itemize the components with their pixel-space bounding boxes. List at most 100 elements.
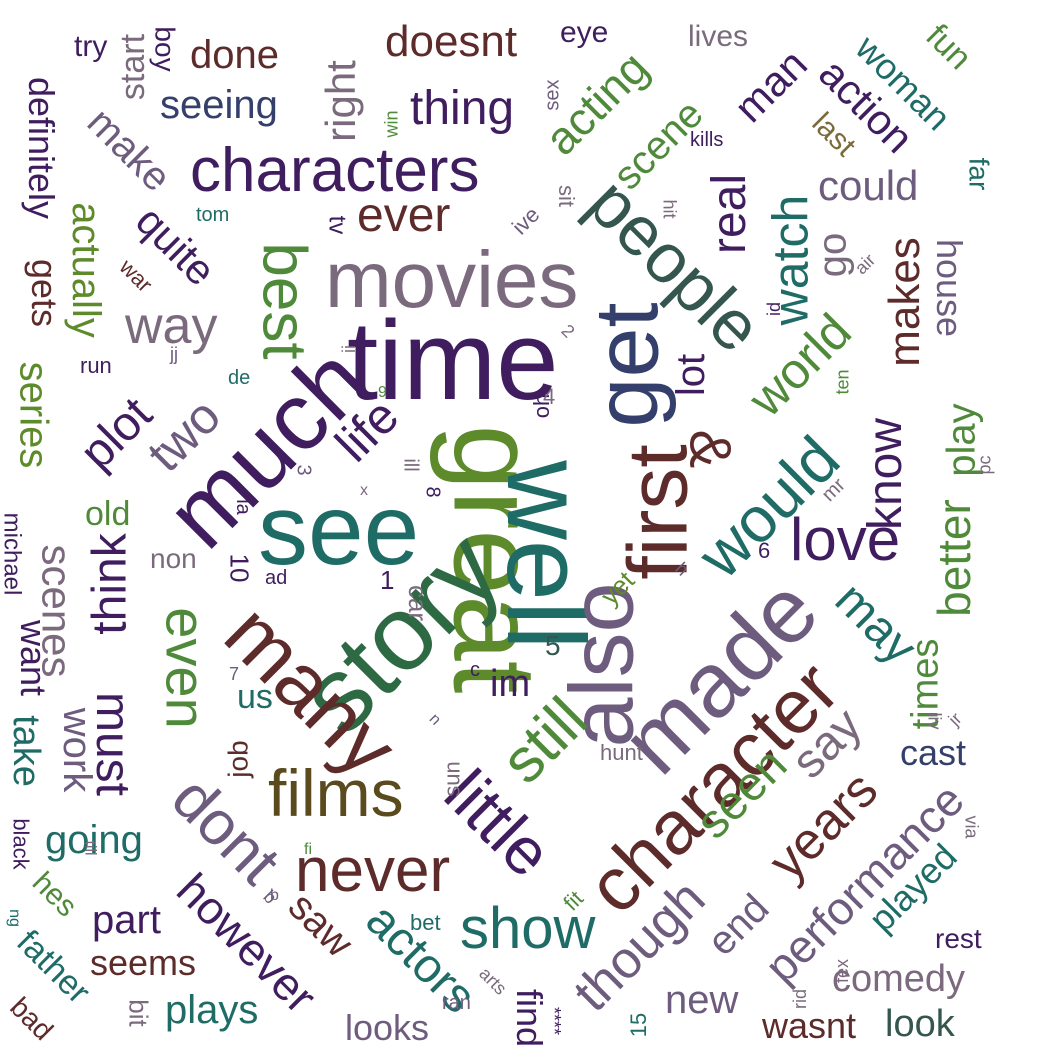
word: doesnt xyxy=(385,20,517,64)
word: gets xyxy=(26,259,62,327)
word: air xyxy=(852,251,879,278)
word: ng xyxy=(6,909,22,927)
word: could xyxy=(818,165,918,207)
word: bet xyxy=(410,912,441,934)
word: better xyxy=(931,499,977,617)
word: try xyxy=(74,32,107,62)
word: ad xyxy=(265,568,287,588)
word: want xyxy=(15,620,51,696)
word: liv xyxy=(926,713,944,730)
word: ive xyxy=(508,203,543,238)
word: rid xyxy=(791,989,809,1009)
word: done xyxy=(190,35,279,75)
word: arts xyxy=(476,964,510,998)
word: house xyxy=(931,239,967,337)
word: part xyxy=(92,900,161,940)
word: plot xyxy=(72,390,161,479)
word: fex xyxy=(833,959,851,983)
word: via xyxy=(963,815,981,838)
word: b xyxy=(270,888,279,904)
word: get xyxy=(583,302,673,427)
word: seems xyxy=(90,945,196,981)
word: actually xyxy=(66,202,106,338)
word: im xyxy=(490,665,530,703)
word: x xyxy=(360,483,368,499)
word: rest xyxy=(935,925,982,953)
word: far xyxy=(964,158,992,191)
word: thing xyxy=(410,85,514,133)
word: michael xyxy=(0,513,23,596)
word: run xyxy=(80,355,112,377)
word: looks xyxy=(345,1010,429,1046)
word: pc xyxy=(976,455,994,474)
word: go xyxy=(812,233,852,278)
word: eye xyxy=(560,18,608,48)
word: till xyxy=(82,840,98,855)
word: new xyxy=(665,980,738,1020)
word: man xyxy=(727,42,814,129)
word: ii xyxy=(340,345,358,353)
word: kills xyxy=(690,130,723,150)
word: win xyxy=(383,110,401,137)
word: car xyxy=(405,585,431,621)
word: ill xyxy=(401,458,421,471)
word: films xyxy=(268,760,404,826)
word: bad xyxy=(5,993,58,1046)
word: sun xyxy=(442,761,464,796)
word: n xyxy=(426,711,444,729)
word: real xyxy=(706,174,754,254)
word: hunt xyxy=(600,742,643,764)
word: sit xyxy=(555,185,577,207)
word: bit xyxy=(126,999,152,1026)
word: 6 xyxy=(758,540,770,562)
word: makes xyxy=(883,237,927,367)
word: cast xyxy=(900,735,966,771)
word: ten xyxy=(834,369,852,394)
word: tom xyxy=(196,205,229,225)
word: old xyxy=(85,497,130,531)
word: series xyxy=(13,362,53,469)
word: wasnt xyxy=(762,1008,856,1044)
word: start xyxy=(116,34,150,100)
word: la xyxy=(233,499,253,515)
word: 2 xyxy=(558,321,578,341)
word: 1 xyxy=(380,567,394,593)
word: 4 xyxy=(543,386,555,408)
word: lot xyxy=(671,354,711,396)
word: 10 xyxy=(226,554,252,583)
word: even xyxy=(158,607,214,728)
word: 8 xyxy=(423,486,443,497)
word: jj xyxy=(170,345,178,363)
word: id xyxy=(765,302,783,316)
word: plays xyxy=(165,990,258,1030)
word: 15 xyxy=(628,1013,650,1037)
word: 7 xyxy=(229,665,239,683)
word: black xyxy=(10,818,32,869)
word: fun xyxy=(920,18,977,75)
word: sex xyxy=(543,79,563,110)
word: think xyxy=(87,533,135,634)
word: non xyxy=(150,545,197,573)
word: c xyxy=(470,660,480,680)
word: 3 xyxy=(294,464,314,475)
word: hit xyxy=(661,199,679,218)
word: tv xyxy=(324,216,348,235)
word: de xyxy=(228,368,250,388)
word: jr xyxy=(945,709,965,729)
word: 5 xyxy=(545,632,561,660)
word: seeing xyxy=(160,85,278,125)
word: right xyxy=(320,60,362,142)
word: hes xyxy=(26,867,81,922)
word: look xyxy=(885,1005,955,1043)
word: 9 xyxy=(378,385,387,401)
word: definitely xyxy=(23,77,59,219)
word: work xyxy=(57,708,97,792)
word: **** xyxy=(545,1007,563,1035)
word: best xyxy=(253,242,315,359)
word: know xyxy=(862,418,910,530)
word: ever xyxy=(357,192,450,240)
word: movies xyxy=(325,240,578,320)
word: boy xyxy=(151,26,179,71)
word: & xyxy=(680,430,738,469)
